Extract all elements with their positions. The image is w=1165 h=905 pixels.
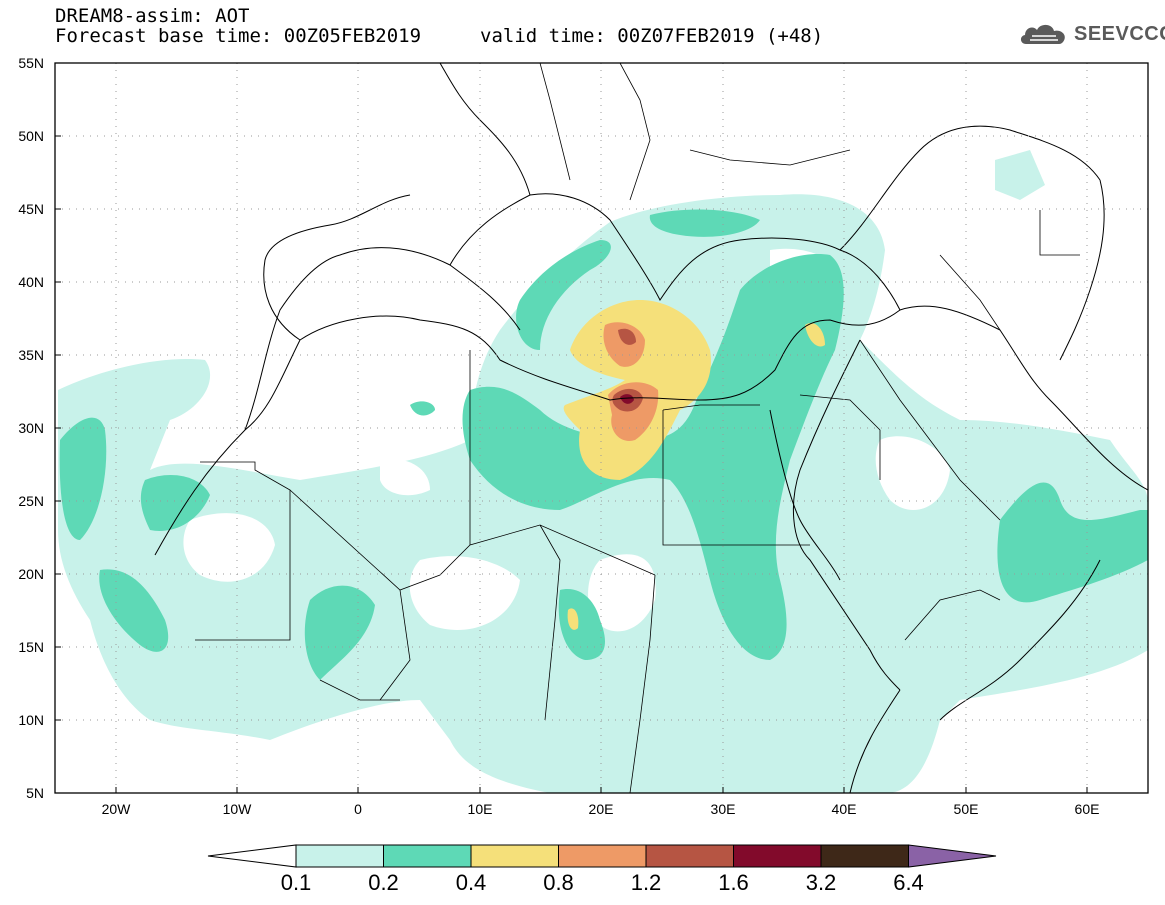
lat-label: 45N xyxy=(18,201,44,217)
lat-label: 5N xyxy=(26,785,44,801)
coastlines xyxy=(154,63,1148,793)
lon-label: 0 xyxy=(354,801,362,817)
lon-label: 10E xyxy=(468,801,493,817)
aot-holes xyxy=(183,248,950,632)
title-line-2: Forecast base time: 00Z05FEB2019 xyxy=(55,25,422,47)
cloud-icon xyxy=(1020,24,1065,44)
lat-label: 20N xyxy=(18,566,44,582)
lon-label: 20W xyxy=(102,801,132,817)
axis-ticks xyxy=(55,62,1088,793)
lon-label: 60E xyxy=(1075,801,1100,817)
lat-label: 25N xyxy=(18,493,44,509)
lon-label: 20E xyxy=(589,801,614,817)
logo-text: SEEVCCC xyxy=(1074,22,1165,45)
gridlines xyxy=(55,63,1148,793)
lon-label: 10W xyxy=(223,801,253,817)
title-line-1: DREAM8-assim: AOT xyxy=(55,5,250,27)
valid-time: valid time: 00Z07FEB2019 (+48) xyxy=(480,25,824,47)
lon-label: 30E xyxy=(711,801,736,817)
aot-contour-1-6 xyxy=(620,394,634,404)
lat-label: 10N xyxy=(18,712,44,728)
lat-label: 35N xyxy=(18,347,44,363)
aot-contour-0-2 xyxy=(59,209,1148,680)
lat-label: 30N xyxy=(18,420,44,436)
lon-label: 40E xyxy=(832,801,857,817)
lat-label: 15N xyxy=(18,639,44,655)
lon-label: 50E xyxy=(954,801,979,817)
lat-label: 55N xyxy=(18,55,44,71)
lat-label: 40N xyxy=(18,274,44,290)
borders xyxy=(195,63,1080,793)
lat-label: 50N xyxy=(18,128,44,144)
seevccc-logo: SEEVCCC xyxy=(1018,20,1165,48)
